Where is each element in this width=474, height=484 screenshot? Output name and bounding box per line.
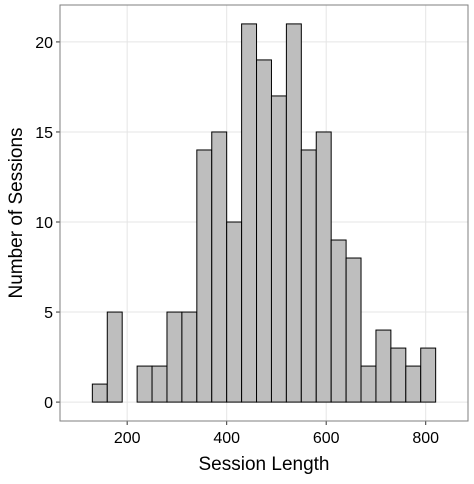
x-tick-label: 800 (412, 430, 439, 447)
bar (166, 311, 183, 403)
bar (270, 95, 287, 403)
x-tick-label: 200 (114, 430, 141, 447)
bar (181, 311, 198, 403)
bar (106, 311, 123, 403)
bar (360, 365, 377, 403)
bar (375, 329, 392, 403)
bar (226, 221, 243, 403)
bar (405, 365, 422, 403)
bar (241, 23, 258, 403)
bar (256, 59, 272, 403)
bar (91, 383, 108, 403)
x-tick-label: 600 (313, 430, 340, 447)
bar (136, 365, 153, 403)
y-tick-label: 20 (35, 35, 53, 52)
x-tick-label: 400 (213, 430, 240, 447)
y-tick-label: 10 (35, 215, 53, 232)
bar (196, 149, 213, 403)
x-axis-label: Session Length (199, 454, 330, 475)
bar (390, 347, 407, 403)
bar (285, 23, 302, 403)
bar (330, 239, 347, 403)
bar (211, 131, 228, 403)
y-tick-label: 5 (44, 305, 53, 322)
y-axis-label: Number of Sessions (6, 127, 27, 298)
bar (300, 149, 317, 403)
plot-border (59, 4, 469, 422)
y-tick-label: 0 (44, 395, 53, 412)
bar (151, 365, 168, 403)
bar (420, 347, 437, 403)
bar (345, 257, 362, 403)
y-tick-label: 15 (35, 125, 53, 142)
bar (315, 131, 332, 403)
